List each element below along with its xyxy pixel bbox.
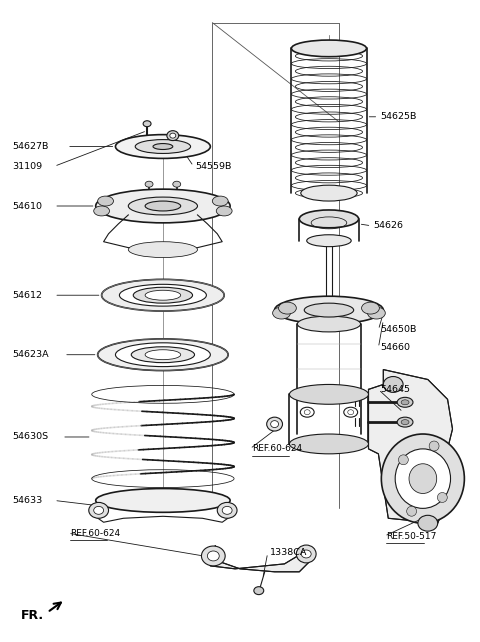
Ellipse shape [133, 287, 192, 303]
Ellipse shape [202, 546, 225, 566]
Ellipse shape [94, 507, 104, 514]
Ellipse shape [143, 121, 151, 126]
Ellipse shape [254, 587, 264, 594]
Ellipse shape [397, 417, 413, 427]
Ellipse shape [307, 235, 351, 247]
Ellipse shape [297, 316, 360, 332]
Polygon shape [205, 546, 312, 572]
Ellipse shape [145, 350, 180, 360]
Text: 54630S: 54630S [12, 433, 49, 442]
Ellipse shape [418, 516, 438, 531]
Text: 54645: 54645 [380, 385, 410, 394]
Ellipse shape [344, 407, 358, 417]
Ellipse shape [381, 434, 464, 523]
Ellipse shape [437, 492, 447, 503]
Ellipse shape [271, 421, 278, 428]
Ellipse shape [407, 507, 417, 516]
Ellipse shape [216, 206, 232, 216]
Ellipse shape [398, 455, 408, 465]
Text: 31109: 31109 [12, 162, 43, 171]
Ellipse shape [401, 420, 409, 424]
Ellipse shape [384, 376, 403, 392]
Ellipse shape [289, 385, 369, 404]
Ellipse shape [361, 302, 379, 314]
Ellipse shape [267, 417, 283, 431]
Ellipse shape [300, 407, 314, 417]
Ellipse shape [116, 135, 210, 159]
Ellipse shape [120, 284, 206, 306]
Ellipse shape [96, 189, 230, 223]
Ellipse shape [395, 449, 451, 508]
Ellipse shape [97, 196, 113, 206]
Ellipse shape [397, 397, 413, 407]
Text: 54623A: 54623A [12, 350, 49, 360]
Text: 54559B: 54559B [195, 162, 232, 171]
Polygon shape [369, 370, 453, 523]
Ellipse shape [275, 296, 384, 324]
Ellipse shape [170, 133, 176, 138]
Ellipse shape [278, 302, 296, 314]
Ellipse shape [212, 196, 228, 206]
Ellipse shape [301, 550, 311, 558]
Text: 1338CA: 1338CA [270, 548, 307, 557]
Text: 54633: 54633 [12, 496, 43, 505]
Ellipse shape [296, 545, 316, 563]
Ellipse shape [368, 307, 385, 319]
Ellipse shape [291, 40, 367, 56]
Ellipse shape [135, 139, 191, 153]
Ellipse shape [102, 279, 224, 311]
Ellipse shape [128, 197, 197, 215]
Text: REF.60-624: REF.60-624 [70, 528, 120, 537]
Text: REF.50-517: REF.50-517 [386, 532, 437, 541]
Text: 54612: 54612 [12, 291, 43, 300]
Text: FR.: FR. [21, 609, 44, 622]
Text: REF.60-624: REF.60-624 [252, 444, 302, 453]
Text: 54625B: 54625B [380, 112, 417, 121]
Ellipse shape [300, 210, 359, 228]
Ellipse shape [304, 303, 354, 317]
Ellipse shape [429, 441, 439, 451]
Ellipse shape [173, 181, 180, 187]
Text: 54626: 54626 [373, 221, 403, 230]
Ellipse shape [167, 131, 179, 141]
Ellipse shape [273, 307, 290, 319]
Ellipse shape [145, 201, 180, 211]
Text: 54627B: 54627B [12, 142, 49, 151]
Ellipse shape [97, 339, 228, 370]
Ellipse shape [217, 503, 237, 518]
Ellipse shape [116, 343, 210, 367]
Ellipse shape [222, 507, 232, 514]
Ellipse shape [94, 206, 109, 216]
Text: 54650B: 54650B [380, 325, 417, 334]
Ellipse shape [401, 400, 409, 404]
Ellipse shape [207, 551, 219, 561]
Text: 54660: 54660 [380, 343, 410, 352]
Ellipse shape [301, 185, 357, 201]
Ellipse shape [89, 503, 108, 518]
Ellipse shape [96, 489, 230, 512]
Ellipse shape [131, 347, 194, 363]
Ellipse shape [409, 464, 437, 494]
Text: 54610: 54610 [12, 202, 43, 211]
Ellipse shape [145, 181, 153, 187]
Ellipse shape [153, 144, 173, 150]
Ellipse shape [289, 434, 369, 454]
Ellipse shape [128, 241, 197, 257]
Ellipse shape [145, 290, 180, 300]
